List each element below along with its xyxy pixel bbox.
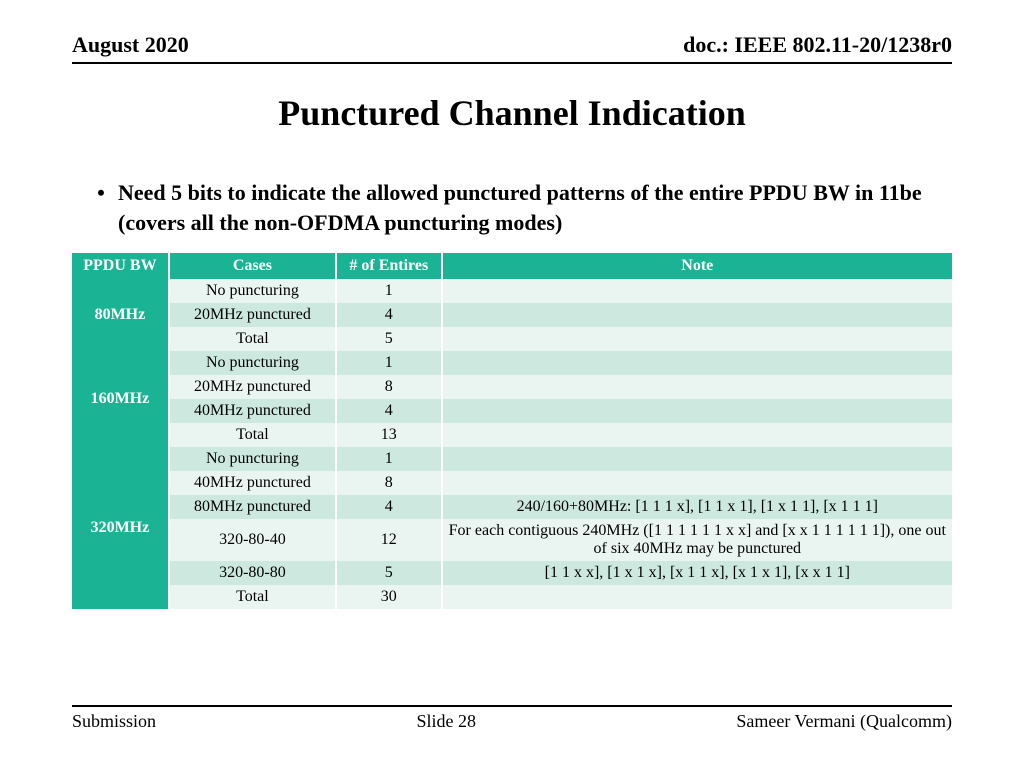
case-cell: 40MHz punctured bbox=[169, 399, 336, 423]
case-cell: 320-80-40 bbox=[169, 519, 336, 561]
entries-cell: 1 bbox=[336, 279, 442, 303]
table-header-row: PPDU BW Cases # of Entires Note bbox=[72, 253, 952, 279]
bw-cell: 80MHz bbox=[72, 279, 169, 351]
slide-header: August 2020 doc.: IEEE 802.11-20/1238r0 bbox=[72, 32, 952, 64]
note-cell: For each contiguous 240MHz ([1 1 1 1 1 1… bbox=[442, 519, 952, 561]
header-date: August 2020 bbox=[72, 32, 189, 58]
note-cell: [1 1 x x], [1 x 1 x], [x 1 1 x], [x 1 x … bbox=[442, 561, 952, 585]
slide-title: Punctured Channel Indication bbox=[72, 92, 952, 134]
case-cell: 320-80-80 bbox=[169, 561, 336, 585]
case-cell: Total bbox=[169, 423, 336, 447]
case-cell: No puncturing bbox=[169, 351, 336, 375]
note-cell bbox=[442, 447, 952, 471]
footer-center: Slide 28 bbox=[416, 711, 476, 732]
note-cell bbox=[442, 327, 952, 351]
puncture-table: PPDU BW Cases # of Entires Note 80MHzNo … bbox=[72, 253, 952, 609]
table-row: 40MHz punctured8 bbox=[72, 471, 952, 495]
case-cell: 40MHz punctured bbox=[169, 471, 336, 495]
table-row: 320-80-805[1 1 x x], [1 x 1 x], [x 1 1 x… bbox=[72, 561, 952, 585]
table-row: 320-80-4012For each contiguous 240MHz ([… bbox=[72, 519, 952, 561]
table-row: 80MHz punctured4240/160+80MHz: [1 1 1 x]… bbox=[72, 495, 952, 519]
col-header-note: Note bbox=[442, 253, 952, 279]
case-cell: 20MHz punctured bbox=[169, 375, 336, 399]
entries-cell: 4 bbox=[336, 303, 442, 327]
table-row: Total13 bbox=[72, 423, 952, 447]
note-cell bbox=[442, 279, 952, 303]
note-cell bbox=[442, 423, 952, 447]
bw-cell: 160MHz bbox=[72, 351, 169, 447]
note-cell bbox=[442, 303, 952, 327]
case-cell: Total bbox=[169, 327, 336, 351]
table-row: Total5 bbox=[72, 327, 952, 351]
footer-right: Sameer Vermani (Qualcomm) bbox=[736, 711, 952, 732]
note-cell bbox=[442, 471, 952, 495]
entries-cell: 13 bbox=[336, 423, 442, 447]
note-cell bbox=[442, 399, 952, 423]
bw-cell: 320MHz bbox=[72, 447, 169, 609]
entries-cell: 1 bbox=[336, 447, 442, 471]
bullet-item: • Need 5 bits to indicate the allowed pu… bbox=[72, 178, 952, 237]
case-cell: Total bbox=[169, 585, 336, 609]
table-row: 40MHz punctured4 bbox=[72, 399, 952, 423]
case-cell: 20MHz punctured bbox=[169, 303, 336, 327]
entries-cell: 1 bbox=[336, 351, 442, 375]
table-row: 80MHzNo puncturing1 bbox=[72, 279, 952, 303]
col-header-entries: # of Entires bbox=[336, 253, 442, 279]
entries-cell: 5 bbox=[336, 327, 442, 351]
table-row: 20MHz punctured4 bbox=[72, 303, 952, 327]
entries-cell: 8 bbox=[336, 375, 442, 399]
entries-cell: 5 bbox=[336, 561, 442, 585]
footer-left: Submission bbox=[72, 711, 156, 732]
slide-footer: Submission Slide 28 Sameer Vermani (Qual… bbox=[72, 705, 952, 732]
table-row: 20MHz punctured8 bbox=[72, 375, 952, 399]
header-doc: doc.: IEEE 802.11-20/1238r0 bbox=[683, 32, 952, 58]
note-cell bbox=[442, 585, 952, 609]
col-header-cases: Cases bbox=[169, 253, 336, 279]
bullet-marker: • bbox=[84, 178, 118, 237]
col-header-bw: PPDU BW bbox=[72, 253, 169, 279]
note-cell bbox=[442, 375, 952, 399]
note-cell: 240/160+80MHz: [1 1 1 x], [1 1 x 1], [1 … bbox=[442, 495, 952, 519]
entries-cell: 4 bbox=[336, 495, 442, 519]
case-cell: No puncturing bbox=[169, 447, 336, 471]
case-cell: No puncturing bbox=[169, 279, 336, 303]
table-row: Total30 bbox=[72, 585, 952, 609]
entries-cell: 4 bbox=[336, 399, 442, 423]
table-row: 320MHzNo puncturing1 bbox=[72, 447, 952, 471]
case-cell: 80MHz punctured bbox=[169, 495, 336, 519]
note-cell bbox=[442, 351, 952, 375]
entries-cell: 8 bbox=[336, 471, 442, 495]
entries-cell: 30 bbox=[336, 585, 442, 609]
bullet-text: Need 5 bits to indicate the allowed punc… bbox=[118, 178, 940, 237]
table-row: 160MHzNo puncturing1 bbox=[72, 351, 952, 375]
entries-cell: 12 bbox=[336, 519, 442, 561]
